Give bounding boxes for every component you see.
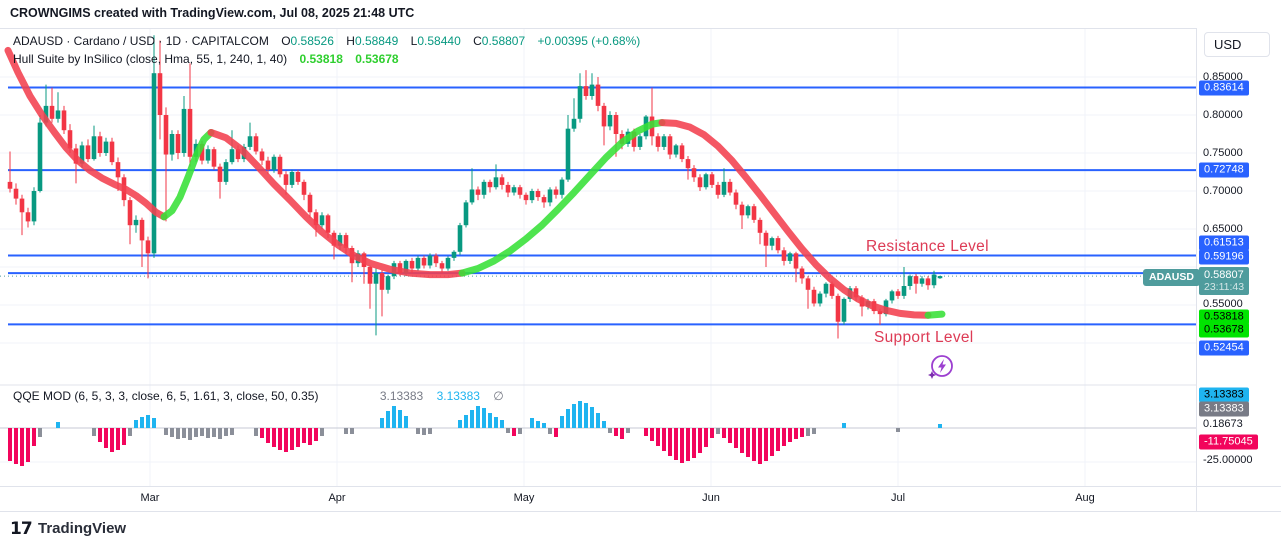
qqe-value-1: 3.13383: [379, 389, 424, 403]
price-scale-tick: 0.65000: [1203, 223, 1243, 235]
support-resistance-lines[interactable]: [8, 86, 1196, 326]
open-value: 0.58526: [290, 34, 334, 48]
time-axis-month-label: Jul: [890, 492, 906, 504]
qqe-empty-value-icon: ∅: [493, 389, 504, 403]
candles-series: [7, 35, 943, 339]
high-label: H: [346, 34, 355, 48]
time-axis-border: [0, 486, 1281, 487]
footer-border: [0, 511, 1281, 512]
time-axis-month-label: Apr: [328, 492, 346, 504]
hull-value-label: 0.53678: [1199, 322, 1249, 338]
tradingview-brand-text[interactable]: TradingView: [38, 520, 127, 537]
time-axis-month-label: Jun: [702, 492, 720, 504]
hull-suite-title[interactable]: Hull Suite by InSilico (close, Hma, 55, …: [13, 52, 288, 66]
hull-value-label: 0.53818: [1199, 309, 1249, 325]
qqe-value-2: 3.13383: [436, 389, 480, 403]
credit-text: CROWNGIMS created with TradingView.com, …: [10, 6, 415, 20]
low-label: L: [410, 34, 418, 48]
price-scale-tick: 0.55000: [1203, 298, 1243, 310]
price-scale-tick: -25.00000: [1203, 454, 1253, 466]
price-scale-tick: 0.80000: [1203, 109, 1243, 121]
tradingview-logo-icon[interactable]: 17: [10, 519, 33, 539]
price-level-label: 0.52454: [1199, 340, 1249, 356]
symbol-title[interactable]: ADAUSD · Cardano / USD · 1D · CAPITALCOM: [13, 34, 269, 48]
resistance-level-text[interactable]: Resistance Level: [866, 238, 989, 255]
hull-suite-ribbon: [4, 46, 946, 319]
price-level-label: 0.59196: [1199, 249, 1249, 265]
hull-value-2: 0.53678: [355, 52, 399, 66]
time-axis-month-label: May: [513, 492, 535, 504]
credit-bar: CROWNGIMS created with TradingView.com, …: [0, 0, 1281, 28]
qqe-histogram: [0, 401, 1196, 466]
time-axis-month-label: Mar: [140, 492, 160, 504]
high-value: 0.58849: [354, 34, 399, 48]
open-label: O: [281, 34, 291, 48]
qqe-mod-title[interactable]: QQE MOD (6, 5, 3, 3, close, 6, 5, 1.61, …: [13, 389, 319, 403]
last-price-symbol-label: ADAUSD: [1143, 269, 1200, 286]
countdown-timer: 23:11:43: [1204, 281, 1245, 293]
price-scale-tick: 0.18673: [1203, 418, 1243, 430]
qqe-value-label: 3.13383: [1199, 387, 1249, 403]
price-level-label: 0.83614: [1199, 80, 1249, 96]
time-axis-month-label: Aug: [1075, 492, 1095, 504]
flash-emoji-icon[interactable]: [926, 353, 956, 381]
change-value: +0.00395 (+0.68%): [537, 34, 641, 48]
symbol-legend: ADAUSD · Cardano / USD · 1D · CAPITALCOM…: [13, 34, 640, 48]
price-scale-tick: 0.70000: [1203, 185, 1243, 197]
hull-value-1: 0.53818: [299, 52, 343, 66]
currency-unit-button[interactable]: USD: [1204, 32, 1270, 57]
chart-top-border: [0, 28, 1196, 29]
close-value: 0.58807: [481, 34, 526, 48]
qqe-mod-legend: QQE MOD (6, 5, 3, 3, close, 6, 5, 1.61, …: [13, 389, 504, 403]
price-level-label: 0.72748: [1199, 162, 1249, 178]
last-price-label: 0.58807 23:11:43: [1199, 267, 1250, 295]
qqe-value-label: -11.75045: [1199, 434, 1258, 450]
low-value: 0.58440: [417, 34, 461, 48]
support-level-text[interactable]: Support Level: [874, 329, 974, 346]
footer-bar: 17 TradingView: [0, 512, 1281, 546]
price-scale-tick: 0.85000: [1203, 71, 1243, 83]
price-scale[interactable]: USD 0.85000 0.83614 0.80000 0.75000 0.72748 0…: [1197, 29, 1281, 486]
qqe-value-label: 3.13383: [1199, 401, 1249, 417]
time-axis[interactable]: Mar Apr May Jun Jul Aug: [0, 487, 1196, 511]
hull-suite-legend: Hull Suite by InSilico (close, Hma, 55, …: [13, 52, 399, 66]
price-level-label: 0.61513: [1199, 235, 1249, 251]
price-chart-canvas[interactable]: [0, 28, 1196, 486]
price-scale-tick: 0.75000: [1203, 147, 1243, 159]
close-label: C: [473, 34, 482, 48]
